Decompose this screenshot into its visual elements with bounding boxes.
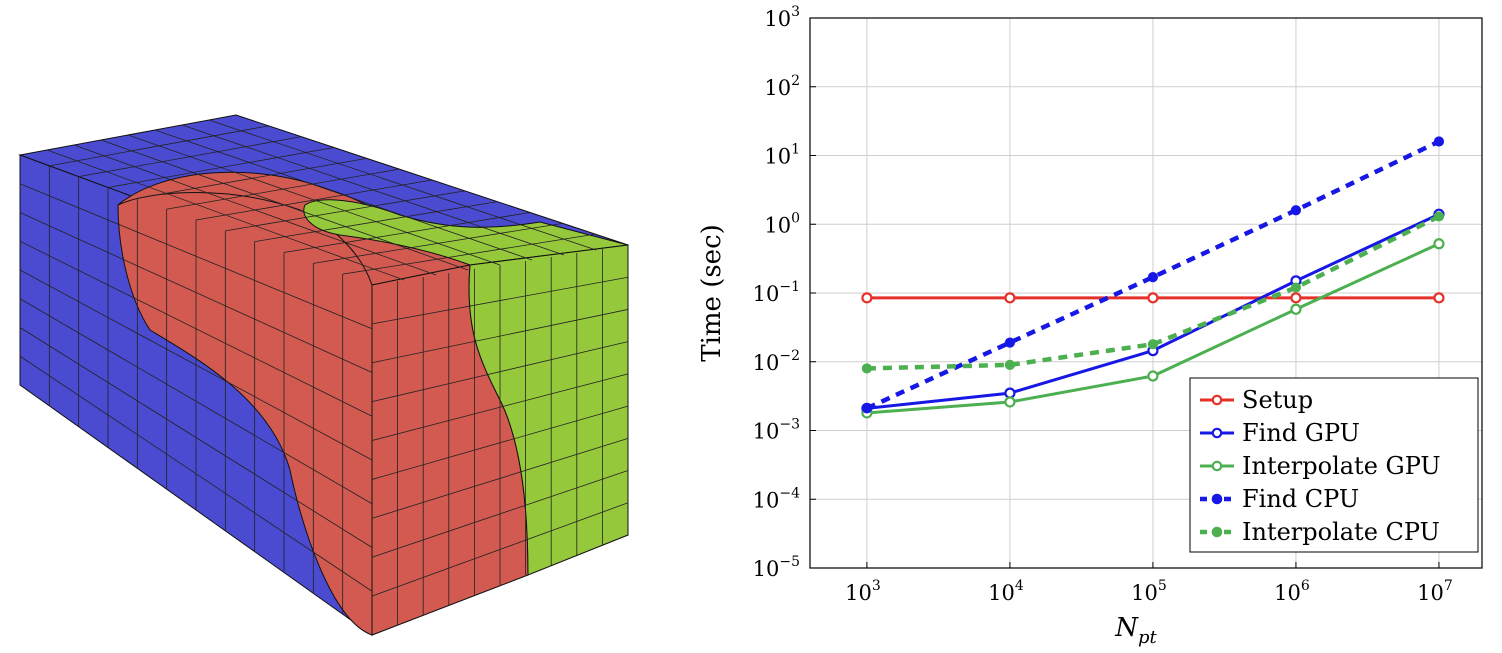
x-tick-label: 103	[845, 578, 881, 605]
y-tick-label: 10−5	[753, 554, 800, 581]
y-tick-label: 10−2	[753, 348, 800, 375]
mesh-edge	[208, 119, 597, 251]
y-tick-label: 101	[764, 142, 800, 169]
x-tick-label: 107	[1417, 578, 1453, 605]
y-tick-label: 100	[764, 210, 800, 237]
x-tick-label: 104	[988, 578, 1024, 605]
legend-marker-interpolate-gpu	[1211, 460, 1223, 472]
y-tick-label: 103	[764, 4, 800, 31]
data-point-interpolate-gpu	[1147, 370, 1159, 382]
data-point-find-cpu	[1290, 205, 1302, 216]
mesh-edge	[371, 276, 629, 325]
data-point-find-gpu	[1004, 387, 1016, 399]
mesh-edge	[371, 373, 629, 441]
mesh-edge	[46, 149, 405, 281]
mesh-edge	[19, 298, 373, 505]
legend-marker-find-cpu	[1211, 493, 1223, 505]
mesh-edge	[19, 240, 373, 417]
legend-marker-find-gpu	[1211, 427, 1223, 439]
mesh-edge	[154, 129, 533, 261]
mesh-edge	[19, 269, 373, 461]
mesh-svg	[18, 114, 629, 636]
data-point-interpolate-cpu	[1004, 359, 1016, 370]
legend-label-interpolate-cpu: Interpolate CPU	[1242, 518, 1440, 546]
data-point-interpolate-cpu	[1290, 282, 1302, 293]
data-point-interpolate-cpu	[861, 363, 873, 374]
data-point-interpolate-gpu	[1433, 238, 1445, 250]
data-point-find-cpu	[1004, 337, 1016, 348]
mesh-edge	[371, 470, 629, 558]
mesh-edge	[100, 139, 469, 271]
y-tick-label: 10−3	[753, 417, 800, 444]
x-axis-title-base: N	[1114, 613, 1139, 643]
legend-label-find-gpu: Find GPU	[1242, 419, 1360, 447]
legend: Setup Find GPU Interpolate GPU Find CPU Inte…	[1189, 377, 1479, 553]
x-tick-label: 106	[1274, 578, 1310, 605]
legend-box	[1189, 377, 1479, 553]
x-tick-label: 105	[1131, 578, 1167, 605]
mesh-edge	[371, 405, 629, 480]
mesh-edge	[19, 327, 373, 548]
mesh-green-region-top	[303, 199, 629, 266]
legend-label-find-cpu: Find CPU	[1242, 485, 1359, 513]
data-point-setup	[1290, 292, 1302, 304]
y-tick-label: 10−1	[753, 279, 800, 306]
axis-ticks: 103 104 105 106 107 10−5 10−4 10−3 10−2 10−1 100 10…	[753, 4, 1453, 605]
mesh-edge	[19, 355, 373, 592]
chart-figure: 103 104 105 106 107 10−5 10−4 10−3 10−2 10−1 100 10…	[660, 0, 1502, 648]
data-point-find-cpu	[1433, 136, 1445, 147]
data-point-interpolate-gpu	[1004, 396, 1016, 408]
mesh-edge	[371, 309, 629, 364]
data-point-interpolate-cpu	[1147, 339, 1159, 350]
data-point-setup	[1147, 292, 1159, 304]
data-point-interpolate-gpu	[1290, 303, 1302, 315]
legend-marker-setup	[1211, 394, 1223, 406]
x-axis-title: Npt	[1114, 613, 1157, 648]
legend-marker-interpolate-cpu	[1211, 526, 1223, 538]
y-axis-title: Time (sec)	[697, 224, 727, 362]
series-line-find-cpu	[865, 139, 1440, 411]
mesh-figure	[0, 0, 650, 648]
x-axis-title-subscript: pt	[1138, 627, 1158, 648]
legend-label-setup: Setup	[1242, 386, 1313, 414]
series	[861, 136, 1445, 419]
data-point-find-cpu	[861, 403, 873, 414]
mesh-green-region-front	[468, 244, 629, 576]
y-tick-label: 10−4	[753, 485, 800, 512]
mesh-edge	[19, 183, 373, 330]
mesh-edge	[371, 502, 629, 597]
mesh-grid-lines	[19, 119, 629, 625]
mesh-edge	[371, 341, 629, 403]
mesh-edge	[19, 212, 373, 373]
timing-chart: 103 104 105 106 107 10−5 10−4 10−3 10−2 10−1 100 10…	[697, 4, 1483, 648]
data-point-setup	[861, 292, 873, 304]
mesh-edge	[127, 134, 501, 266]
data-point-find-cpu	[1147, 272, 1159, 283]
data-point-setup	[1004, 292, 1016, 304]
mesh-edge	[73, 144, 437, 276]
data-point-interpolate-cpu	[1433, 211, 1445, 222]
data-point-setup	[1433, 292, 1445, 304]
mesh-edge	[371, 437, 629, 519]
mesh-edge	[181, 124, 565, 256]
y-tick-label: 102	[764, 73, 800, 100]
legend-label-interpolate-gpu: Interpolate GPU	[1242, 452, 1441, 480]
